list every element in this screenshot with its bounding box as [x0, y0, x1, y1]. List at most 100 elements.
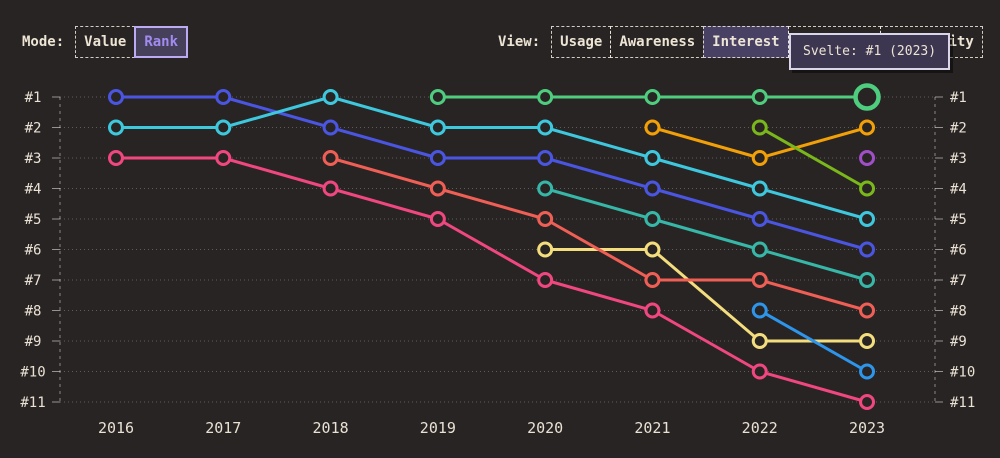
x-tick-label: 2018: [313, 419, 349, 437]
data-point-skyblue-2023[interactable]: [859, 363, 876, 380]
data-point-salmon-2023[interactable]: [859, 302, 876, 319]
data-point-salmon-2020[interactable]: [537, 211, 554, 227]
rank-label-left: #10: [20, 365, 45, 381]
rank-label-left: #6: [25, 243, 42, 259]
rank-label-left: #7: [25, 273, 42, 289]
rank-label-left: #4: [25, 182, 42, 198]
rank-label-right: #6: [950, 243, 967, 259]
data-point-salmon-2018[interactable]: [322, 150, 339, 166]
data-point-indigo-2023[interactable]: [859, 241, 876, 258]
data-point-pink-2023[interactable]: [859, 394, 876, 410]
rank-label-left: #9: [25, 334, 42, 350]
series-line-pink: [114, 156, 869, 404]
data-point-olive-2022[interactable]: [751, 119, 768, 136]
x-tick-label: 2021: [634, 419, 670, 437]
x-tick-label: 2017: [205, 419, 241, 437]
data-point-pink-2019[interactable]: [429, 211, 446, 227]
data-point-pink-2017[interactable]: [215, 150, 232, 166]
data-point-teal-2020[interactable]: [537, 180, 554, 197]
data-point-indigo-2017[interactable]: [215, 89, 232, 105]
data-point-pink-2021[interactable]: [644, 302, 661, 319]
data-point-pink-2020[interactable]: [537, 272, 554, 288]
view-option-usage[interactable]: Usage: [551, 26, 612, 58]
rank-label-right: #7: [950, 273, 967, 289]
data-point-orange-2021[interactable]: [644, 119, 661, 136]
view-option-interest[interactable]: Interest: [703, 26, 789, 58]
chart-tooltip: Svelte: #1 (2023): [789, 33, 951, 70]
x-tick-label: 2022: [742, 419, 778, 437]
rank-label-right: #10: [950, 365, 975, 381]
data-point-yellow-2021[interactable]: [644, 241, 661, 258]
data-point-purple-2023[interactable]: [859, 150, 876, 166]
series-line-skyblue: [758, 309, 869, 373]
data-point-indigo-2018[interactable]: [322, 119, 339, 136]
data-point-indigo-2021[interactable]: [644, 180, 661, 197]
mode-option-value[interactable]: Value: [75, 26, 136, 58]
data-point-pink-2016[interactable]: [108, 150, 124, 166]
series-line-cyan: [114, 95, 869, 221]
data-point-cyan-2022[interactable]: [751, 180, 768, 197]
data-point-cyan-2020[interactable]: [537, 119, 554, 136]
x-tick-label: 2020: [527, 419, 563, 437]
data-point-orange-2023[interactable]: [859, 119, 876, 136]
x-tick-label: 2023: [849, 419, 885, 437]
data-point-salmon-2021[interactable]: [644, 272, 661, 288]
rank-label-right: #2: [950, 121, 967, 137]
rank-label-right: #1: [950, 90, 967, 106]
data-point-teal-2022[interactable]: [751, 241, 768, 258]
data-point-cyan-2019[interactable]: [429, 119, 446, 136]
data-point-cyan-2023[interactable]: [859, 211, 876, 227]
rank-label-right: #4: [950, 182, 967, 198]
x-tick-label: 2019: [420, 419, 456, 437]
rank-label-left: #11: [20, 395, 45, 411]
series-line-indigo: [114, 95, 869, 251]
data-point-teal-2023[interactable]: [859, 272, 876, 288]
data-point-indigo-2019[interactable]: [429, 150, 446, 166]
data-point-yellow-2023[interactable]: [859, 333, 876, 349]
data-point-svelte-2020[interactable]: [537, 89, 554, 105]
rank-label-right: #8: [950, 304, 967, 320]
rank-label-left: #8: [25, 304, 42, 320]
series-line-salmon: [329, 156, 869, 312]
data-point-cyan-2017[interactable]: [215, 119, 232, 136]
view-option-awareness[interactable]: Awareness: [610, 26, 705, 58]
data-point-yellow-2022[interactable]: [751, 333, 768, 349]
data-point-cyan-2018[interactable]: [322, 89, 339, 105]
x-tick-label: 2016: [98, 419, 134, 437]
data-point-cyan-2021[interactable]: [644, 150, 661, 166]
mode-label: Mode:: [22, 34, 65, 50]
data-point-pink-2018[interactable]: [322, 180, 339, 197]
data-point-svelte-2023[interactable]: [853, 83, 881, 111]
data-point-olive-2023[interactable]: [859, 180, 876, 197]
data-point-indigo-2022[interactable]: [751, 211, 768, 227]
series-line-olive: [758, 126, 869, 190]
data-point-svelte-2021[interactable]: [644, 89, 661, 105]
rank-label-right: #9: [950, 334, 967, 350]
rank-label-left: #1: [25, 90, 42, 106]
data-point-skyblue-2022[interactable]: [751, 302, 768, 319]
data-point-indigo-2020[interactable]: [537, 150, 554, 166]
data-point-teal-2021[interactable]: [644, 211, 661, 227]
rank-label-left: #5: [25, 212, 42, 228]
series-line-teal: [543, 187, 869, 282]
rank-label-left: #2: [25, 121, 42, 137]
rank-label-right: #3: [950, 151, 967, 167]
mode-toggle-group: Mode: Value Rank: [22, 26, 189, 58]
data-point-svelte-2019[interactable]: [429, 89, 446, 105]
data-point-svelte-2022[interactable]: [751, 89, 768, 105]
data-point-salmon-2019[interactable]: [429, 180, 446, 197]
view-label: View:: [498, 34, 541, 50]
data-point-pink-2022[interactable]: [751, 363, 768, 380]
data-point-yellow-2020[interactable]: [537, 241, 554, 258]
chart-tooltip-text: Svelte: #1 (2023): [803, 44, 937, 59]
data-point-indigo-2016[interactable]: [108, 89, 124, 105]
rank-label-right: #5: [950, 212, 967, 228]
mode-buttons: Value Rank: [75, 26, 189, 58]
data-point-cyan-2016[interactable]: [108, 119, 124, 136]
data-point-salmon-2022[interactable]: [751, 272, 768, 288]
data-point-orange-2022[interactable]: [751, 150, 768, 166]
rank-label-left: #3: [25, 151, 42, 167]
rank-label-right: #11: [950, 395, 975, 411]
mode-option-rank[interactable]: Rank: [134, 26, 189, 58]
